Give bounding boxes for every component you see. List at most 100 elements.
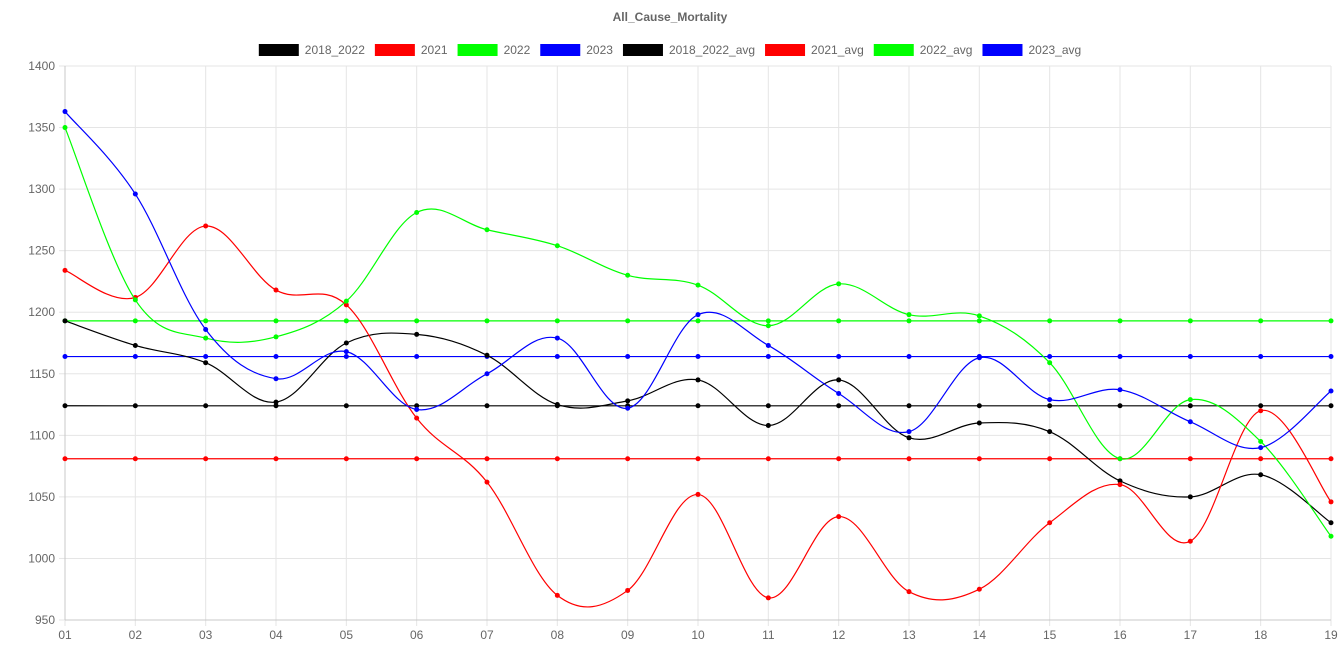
data-point[interactable] xyxy=(203,456,209,462)
data-point[interactable] xyxy=(414,456,420,462)
data-point[interactable] xyxy=(1047,520,1053,526)
data-point[interactable] xyxy=(976,313,982,319)
data-point[interactable] xyxy=(62,456,68,462)
data-point[interactable] xyxy=(62,403,68,409)
data-point[interactable] xyxy=(1187,318,1193,324)
data-point[interactable] xyxy=(695,491,701,497)
data-point[interactable] xyxy=(836,456,842,462)
data-point[interactable] xyxy=(273,456,279,462)
data-point[interactable] xyxy=(765,595,771,601)
legend-item-2018_2022_avg[interactable]: 2018_2022_avg xyxy=(622,43,755,57)
data-point[interactable] xyxy=(1258,403,1264,409)
data-point[interactable] xyxy=(273,287,279,293)
data-point[interactable] xyxy=(1258,456,1264,462)
data-point[interactable] xyxy=(1117,354,1123,360)
data-point[interactable] xyxy=(273,354,279,360)
data-point[interactable] xyxy=(554,402,560,408)
data-point[interactable] xyxy=(625,587,631,593)
data-point[interactable] xyxy=(906,312,912,318)
data-point[interactable] xyxy=(414,210,420,216)
data-point[interactable] xyxy=(695,318,701,324)
data-point[interactable] xyxy=(765,403,771,409)
data-point[interactable] xyxy=(1258,445,1264,451)
data-point[interactable] xyxy=(976,456,982,462)
data-point[interactable] xyxy=(1047,360,1053,366)
data-point[interactable] xyxy=(1047,456,1053,462)
data-point[interactable] xyxy=(625,272,631,278)
data-point[interactable] xyxy=(836,403,842,409)
data-point[interactable] xyxy=(1117,387,1123,393)
data-point[interactable] xyxy=(836,514,842,520)
data-point[interactable] xyxy=(1187,456,1193,462)
data-point[interactable] xyxy=(1187,397,1193,403)
data-point[interactable] xyxy=(132,403,138,409)
data-point[interactable] xyxy=(625,398,631,404)
data-point[interactable] xyxy=(906,403,912,409)
data-point[interactable] xyxy=(484,227,490,233)
data-point[interactable] xyxy=(906,429,912,435)
data-point[interactable] xyxy=(343,349,349,355)
data-point[interactable] xyxy=(976,403,982,409)
data-point[interactable] xyxy=(554,318,560,324)
data-point[interactable] xyxy=(625,405,631,411)
data-point[interactable] xyxy=(484,479,490,485)
data-point[interactable] xyxy=(1117,318,1123,324)
data-point[interactable] xyxy=(1258,472,1264,478)
data-point[interactable] xyxy=(203,403,209,409)
data-point[interactable] xyxy=(343,403,349,409)
data-point[interactable] xyxy=(625,456,631,462)
data-point[interactable] xyxy=(836,318,842,324)
data-point[interactable] xyxy=(695,282,701,288)
data-point[interactable] xyxy=(1187,494,1193,500)
data-point[interactable] xyxy=(1117,403,1123,409)
data-point[interactable] xyxy=(836,281,842,287)
data-point[interactable] xyxy=(1258,408,1264,414)
data-point[interactable] xyxy=(1258,318,1264,324)
data-point[interactable] xyxy=(554,243,560,249)
data-point[interactable] xyxy=(1187,354,1193,360)
data-point[interactable] xyxy=(273,334,279,340)
data-point[interactable] xyxy=(414,403,420,409)
data-point[interactable] xyxy=(1047,354,1053,360)
data-point[interactable] xyxy=(1328,354,1334,360)
data-point[interactable] xyxy=(554,354,560,360)
data-point[interactable] xyxy=(554,456,560,462)
data-point[interactable] xyxy=(976,318,982,324)
legend-item-2023_avg[interactable]: 2023_avg xyxy=(982,43,1081,57)
data-point[interactable] xyxy=(554,592,560,598)
data-point[interactable] xyxy=(1047,318,1053,324)
data-point[interactable] xyxy=(1187,403,1193,409)
data-point[interactable] xyxy=(765,323,771,329)
data-point[interactable] xyxy=(1187,538,1193,544)
data-point[interactable] xyxy=(1328,318,1334,324)
data-point[interactable] xyxy=(273,399,279,405)
data-point[interactable] xyxy=(484,318,490,324)
data-point[interactable] xyxy=(343,302,349,308)
data-point[interactable] xyxy=(1328,388,1334,394)
data-point[interactable] xyxy=(203,335,209,341)
data-point[interactable] xyxy=(62,125,68,131)
legend-item-2018_2022[interactable]: 2018_2022 xyxy=(258,43,365,57)
data-point[interactable] xyxy=(414,354,420,360)
data-point[interactable] xyxy=(695,456,701,462)
data-point[interactable] xyxy=(203,326,209,332)
data-point[interactable] xyxy=(484,352,490,358)
data-point[interactable] xyxy=(203,360,209,366)
data-point[interactable] xyxy=(273,403,279,409)
data-point[interactable] xyxy=(906,354,912,360)
data-point[interactable] xyxy=(343,298,349,304)
data-point[interactable] xyxy=(1328,499,1334,505)
data-point[interactable] xyxy=(1328,456,1334,462)
data-point[interactable] xyxy=(1187,419,1193,425)
data-point[interactable] xyxy=(1117,456,1123,462)
data-point[interactable] xyxy=(484,403,490,409)
data-point[interactable] xyxy=(976,355,982,361)
data-point[interactable] xyxy=(906,318,912,324)
data-point[interactable] xyxy=(132,342,138,348)
data-point[interactable] xyxy=(484,456,490,462)
data-point[interactable] xyxy=(906,456,912,462)
data-point[interactable] xyxy=(1328,403,1334,409)
data-point[interactable] xyxy=(273,376,279,382)
data-point[interactable] xyxy=(343,456,349,462)
data-point[interactable] xyxy=(836,377,842,383)
